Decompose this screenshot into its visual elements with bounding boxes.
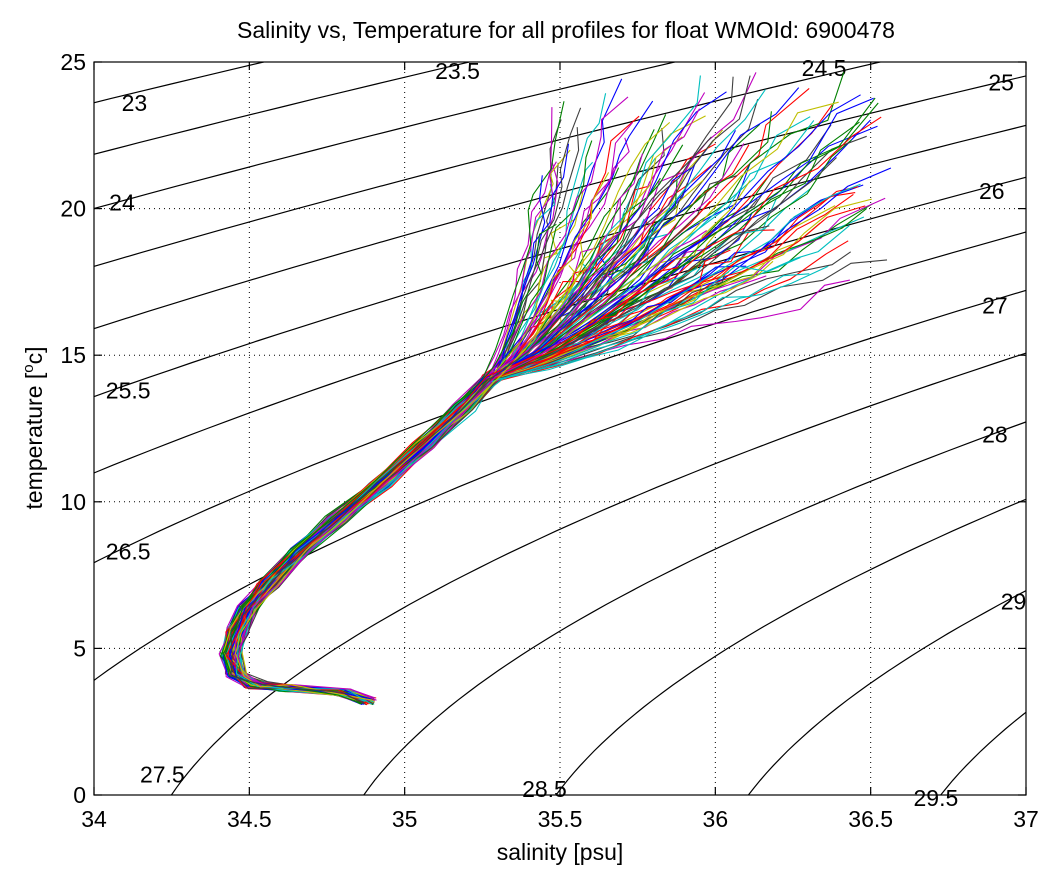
density-contour	[747, 590, 1026, 795]
x-tick-label: 34	[81, 806, 107, 832]
grid-lines	[94, 62, 1026, 795]
y-tick-label: 5	[73, 635, 86, 661]
contour-label: 24.5	[802, 55, 847, 81]
contour-label: 24	[109, 190, 135, 216]
x-tick-label: 34.5	[227, 806, 272, 832]
y-tick-label: 0	[73, 782, 86, 808]
profile-line	[230, 136, 712, 705]
density-contour	[94, 62, 883, 267]
profile-line	[227, 267, 679, 702]
profile-line	[235, 265, 829, 705]
density-contour	[170, 352, 1026, 795]
contour-label: 28.5	[522, 776, 567, 802]
y-axis-label: temperature [oc]	[20, 346, 47, 509]
density-contours	[94, 62, 1026, 795]
density-contour	[94, 62, 267, 104]
float-profiles	[218, 71, 892, 706]
density-contour	[94, 124, 1026, 398]
x-tick-label: 36.5	[848, 806, 893, 832]
density-contour	[94, 231, 1026, 564]
x-tick-labels: 34 34.5 35 35.5 36 36.5 37	[81, 806, 1039, 832]
density-contour	[939, 711, 1026, 795]
chart-title: Salinity vs, Temperature for all profile…	[237, 17, 895, 43]
y-tick-label: 10	[60, 489, 86, 515]
contour-label: 29.5	[914, 785, 959, 811]
density-contour	[94, 289, 1026, 682]
x-tick-label: 35	[392, 806, 418, 832]
profile-line	[225, 116, 882, 705]
contour-label: 25.5	[106, 377, 151, 403]
density-contour	[94, 75, 1026, 330]
contour-label: 27.5	[140, 761, 185, 787]
y-tick-labels: 0 5 10 15 20 25	[60, 49, 86, 808]
y-tick-label: 25	[60, 49, 86, 75]
contour-label: 23	[122, 90, 148, 116]
axis-ticks	[93, 61, 1027, 796]
x-tick-label: 35.5	[538, 806, 583, 832]
contour-label: 26.5	[106, 539, 151, 565]
density-contour-labels: 2323.52424.52525.52626.52727.52828.52929…	[106, 55, 1027, 811]
density-contour	[555, 498, 1026, 795]
contour-label: 29	[1001, 588, 1027, 614]
plot-area	[94, 62, 1026, 795]
density-contour	[94, 62, 472, 155]
density-contour	[94, 62, 678, 210]
x-axis-label: salinity [psu]	[497, 839, 624, 865]
contour-label: 26	[979, 178, 1005, 204]
density-contour	[94, 176, 1026, 474]
density-contour	[363, 421, 1026, 795]
profile-line	[225, 235, 614, 699]
contour-label: 25	[988, 70, 1014, 96]
y-tick-label: 15	[60, 342, 86, 368]
x-tick-label: 36	[703, 806, 729, 832]
y-tick-label: 20	[60, 196, 86, 222]
contour-label: 28	[982, 421, 1008, 447]
x-tick-label: 37	[1013, 806, 1039, 832]
contour-label: 27	[982, 292, 1008, 318]
